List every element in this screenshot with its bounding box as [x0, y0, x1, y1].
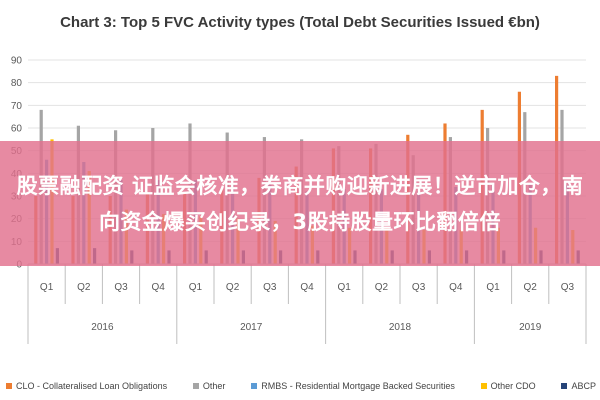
x-tick-label: Q2 [524, 282, 538, 293]
legend-entry: Other [192, 381, 226, 391]
legend-entry: RMBS - Residential Mortgage Backed Secur… [251, 381, 455, 391]
x-tick-label: Q1 [486, 282, 500, 293]
legend-swatch [6, 383, 12, 389]
x-tick-label: Q3 [561, 282, 575, 293]
y-tick-label: 70 [11, 101, 23, 112]
legend-swatch [561, 383, 568, 389]
overlay-headline: 股票融配资 证监会核准，券商并购迎新进展！逆市加仓，南向资金爆买创纪录，3股持股… [16, 174, 584, 234]
legend-entry: ABCP [561, 381, 596, 391]
x-tick-label: Q4 [300, 282, 314, 293]
x-tick-label: Q2 [226, 282, 240, 293]
x-tick-label: Q3 [114, 282, 128, 293]
y-tick-label: 90 [11, 56, 23, 67]
overlay-banner [0, 141, 600, 266]
legend-swatch [251, 383, 258, 389]
y-tick-label: 80 [11, 78, 23, 89]
year-label: 2019 [519, 322, 542, 333]
x-tick-label: Q1 [338, 282, 352, 293]
chart-title: Chart 3: Top 5 FVC Activity types (Total… [60, 14, 540, 31]
x-tick-label: Q4 [152, 282, 166, 293]
x-tick-label: Q2 [375, 282, 389, 293]
x-tick-label: Q4 [449, 282, 463, 293]
legend-swatch [480, 383, 487, 389]
year-label: 2017 [240, 322, 263, 333]
legend-label: Other [202, 381, 226, 391]
x-tick-label: Q2 [77, 282, 91, 293]
legend-label: Other CDO [490, 381, 536, 391]
x-tick-label: Q1 [189, 282, 203, 293]
legend-swatch [192, 383, 199, 389]
legend-entry: CLO - Collateralised Loan Obligations [6, 381, 167, 391]
legend-label: ABCP [571, 381, 596, 391]
x-tick-label: Q1 [40, 282, 54, 293]
legend-entry: Other CDO [480, 381, 536, 391]
legend-label: CLO - Collateralised Loan Obligations [16, 381, 168, 391]
x-tick-label: Q3 [412, 282, 426, 293]
year-label: 2016 [91, 322, 114, 333]
x-tick-label: Q3 [263, 282, 277, 293]
chart-legend: CLO - Collateralised Loan Obligations Oth… [6, 378, 596, 394]
y-tick-label: 60 [11, 124, 23, 135]
year-label: 2018 [389, 322, 412, 333]
legend-label: RMBS - Residential Mortgage Backed Secur… [261, 381, 455, 391]
